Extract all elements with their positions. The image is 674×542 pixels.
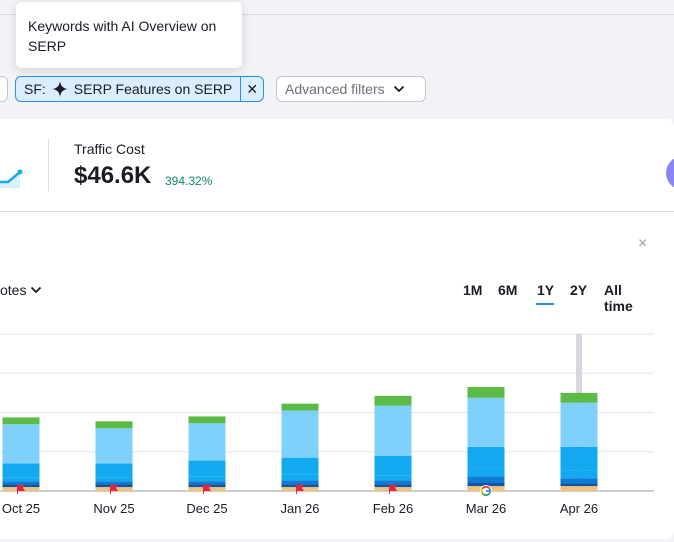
bar-segment [2, 481, 40, 485]
serp-features-filter-main[interactable]: SF: SERP Features on SERP [16, 77, 240, 101]
sf-label: SERP Features on SERP [73, 81, 233, 97]
x-tick-label: Dec 25 [186, 501, 227, 516]
tab-6m[interactable]: 6M [498, 282, 518, 298]
tab-2y[interactable]: 2Y [570, 282, 588, 298]
bar-segment [560, 478, 598, 484]
bar-segment [95, 477, 133, 482]
tab-1m[interactable]: 1M [463, 282, 483, 298]
bar-segment [281, 457, 319, 475]
filter-tooltip: Keywords with AI Overview on SERP [16, 2, 242, 68]
traffic-cost-change: 394.32% [165, 174, 213, 188]
close-chart-button[interactable]: × [638, 235, 648, 252]
traffic-cost-label: Traffic Cost [74, 141, 145, 157]
note-flag-icon [17, 485, 25, 494]
bar-segment [467, 476, 505, 483]
bar-segment [467, 482, 505, 487]
bar-segment [560, 446, 598, 471]
bar-segment [374, 395, 412, 406]
bar-segment [188, 416, 226, 424]
bar-segment [188, 481, 226, 485]
bar-segment [2, 477, 40, 482]
bar-segment [374, 405, 412, 456]
chevron-down-icon [31, 286, 42, 294]
tab-1y[interactable]: 1Y [537, 282, 555, 298]
avatar[interactable] [666, 156, 674, 190]
bar-segment [2, 424, 40, 464]
x-tick-label: Feb 26 [373, 501, 413, 516]
advanced-filters-dropdown[interactable]: Advanced filters [276, 76, 426, 102]
google-update-icon [480, 485, 492, 497]
previous-filter-chip[interactable] [0, 76, 8, 102]
bar-segment [95, 481, 133, 485]
bar-segment [281, 474, 319, 481]
bar-segment [188, 460, 226, 477]
note-flag-icon [203, 485, 211, 494]
x-tick-label: Apr 26 [560, 501, 598, 516]
note-flag-icon [389, 485, 397, 494]
serp-features-filter-chip[interactable]: SF: SERP Features on SERP ✕ [15, 76, 265, 102]
bar-segment [2, 417, 40, 425]
metric-separator [48, 139, 49, 191]
bar-segment [281, 480, 319, 485]
tooltip-text: Keywords with AI Overview on SERP [28, 18, 217, 54]
bar-segment [374, 455, 412, 476]
bar-segment [467, 386, 505, 398]
x-tick-label: Jan 26 [280, 501, 319, 516]
bar-segment [95, 428, 133, 464]
x-tick-label: Nov 25 [93, 501, 134, 516]
bar-segment [281, 403, 319, 411]
remove-filter-button[interactable]: ✕ [240, 77, 263, 101]
x-tick-label: Oct 25 [2, 501, 40, 516]
ai-sparkle-icon [51, 81, 68, 97]
active-tab-indicator [536, 303, 554, 305]
notes-label: otes [0, 282, 27, 298]
bar-segment [560, 483, 598, 487]
bar-segment [560, 470, 598, 479]
traffic-bar-chart: Oct 25 Nov 25 Dec 25 Jan 26 Feb 26 Mar 26 Apr … [0, 333, 654, 516]
chevron-down-icon [393, 85, 404, 93]
bar-segment [95, 421, 133, 429]
bar-segment [467, 397, 505, 447]
trend-sparkline-icon [0, 169, 23, 188]
note-flag-icon [296, 485, 304, 494]
bar-segment [467, 468, 505, 477]
x-tick-label: Mar 26 [466, 501, 506, 516]
tab-all-time[interactable]: All time [604, 282, 633, 314]
bar-segment [188, 476, 226, 482]
notes-dropdown[interactable]: otes [0, 282, 42, 298]
bar-segment [95, 463, 133, 478]
bar-segment [374, 475, 412, 481]
bar-segment [281, 410, 319, 458]
note-flag-icon [110, 485, 118, 494]
bar-segment [560, 402, 598, 447]
bar-segment [560, 392, 598, 403]
section-divider [0, 211, 674, 212]
bar-segment [467, 446, 505, 469]
close-icon: ✕ [246, 80, 259, 97]
sf-prefix: SF: [24, 81, 46, 97]
bar-segment [2, 463, 40, 478]
bar-segment [188, 423, 226, 461]
top-border [0, 14, 674, 15]
traffic-cost-value: $46.6K [74, 162, 152, 189]
bar-segment [560, 486, 598, 491]
advanced-filters-label: Advanced filters [285, 81, 385, 97]
bar-segment [374, 480, 412, 485]
